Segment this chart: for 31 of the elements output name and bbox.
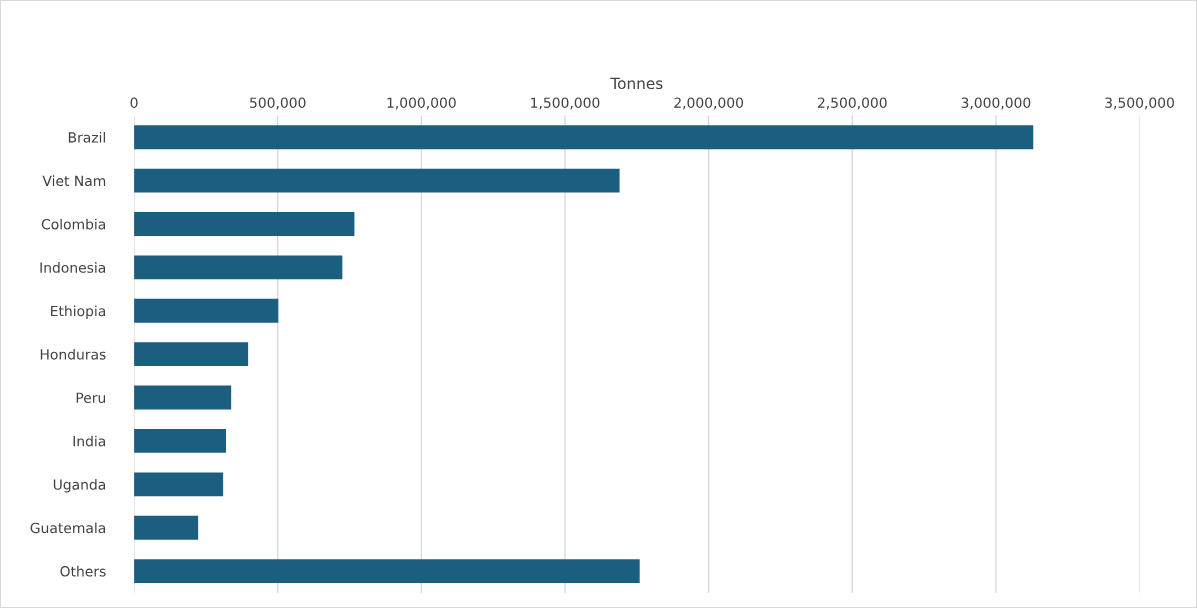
x-tick-label: 2,000,000 (674, 97, 744, 110)
bar (134, 472, 224, 497)
y-tick-label: India (73, 435, 106, 447)
y-tick-label: Indonesia (40, 262, 106, 273)
bar (134, 255, 343, 280)
x-tick-label: 1,000,000 (387, 97, 456, 110)
x-tick-label: 3,500,000 (1105, 97, 1174, 110)
y-tick-label: Ethiopia (51, 305, 106, 319)
bar (134, 515, 199, 540)
y-tick-label: Honduras (40, 348, 106, 360)
y-tick-label: Peru (76, 392, 106, 404)
x-tick-label: 0 (130, 97, 138, 108)
bar (134, 298, 279, 323)
y-tick-label: Colombia (41, 218, 106, 230)
y-tick-label: Guatemala (30, 522, 106, 534)
bar (134, 385, 232, 410)
bar (134, 342, 249, 367)
x-tick-label: 2,500,000 (817, 97, 887, 110)
bar (134, 125, 1034, 150)
x-tick-label: 1,500,000 (531, 97, 600, 110)
y-tick-label: Uganda (53, 479, 106, 493)
x-tick-label: 500,000 (250, 97, 306, 110)
y-tick-label: Others (60, 565, 106, 577)
x-axis-title: Tonnes (610, 77, 663, 90)
bar (134, 559, 640, 584)
bar (134, 212, 355, 236)
bar (134, 168, 620, 193)
x-tick-label: 3,000,000 (961, 97, 1031, 110)
y-tick-label: Brazil (68, 131, 105, 143)
y-tick-label: Viet Nam (42, 175, 106, 187)
bar (134, 429, 226, 453)
